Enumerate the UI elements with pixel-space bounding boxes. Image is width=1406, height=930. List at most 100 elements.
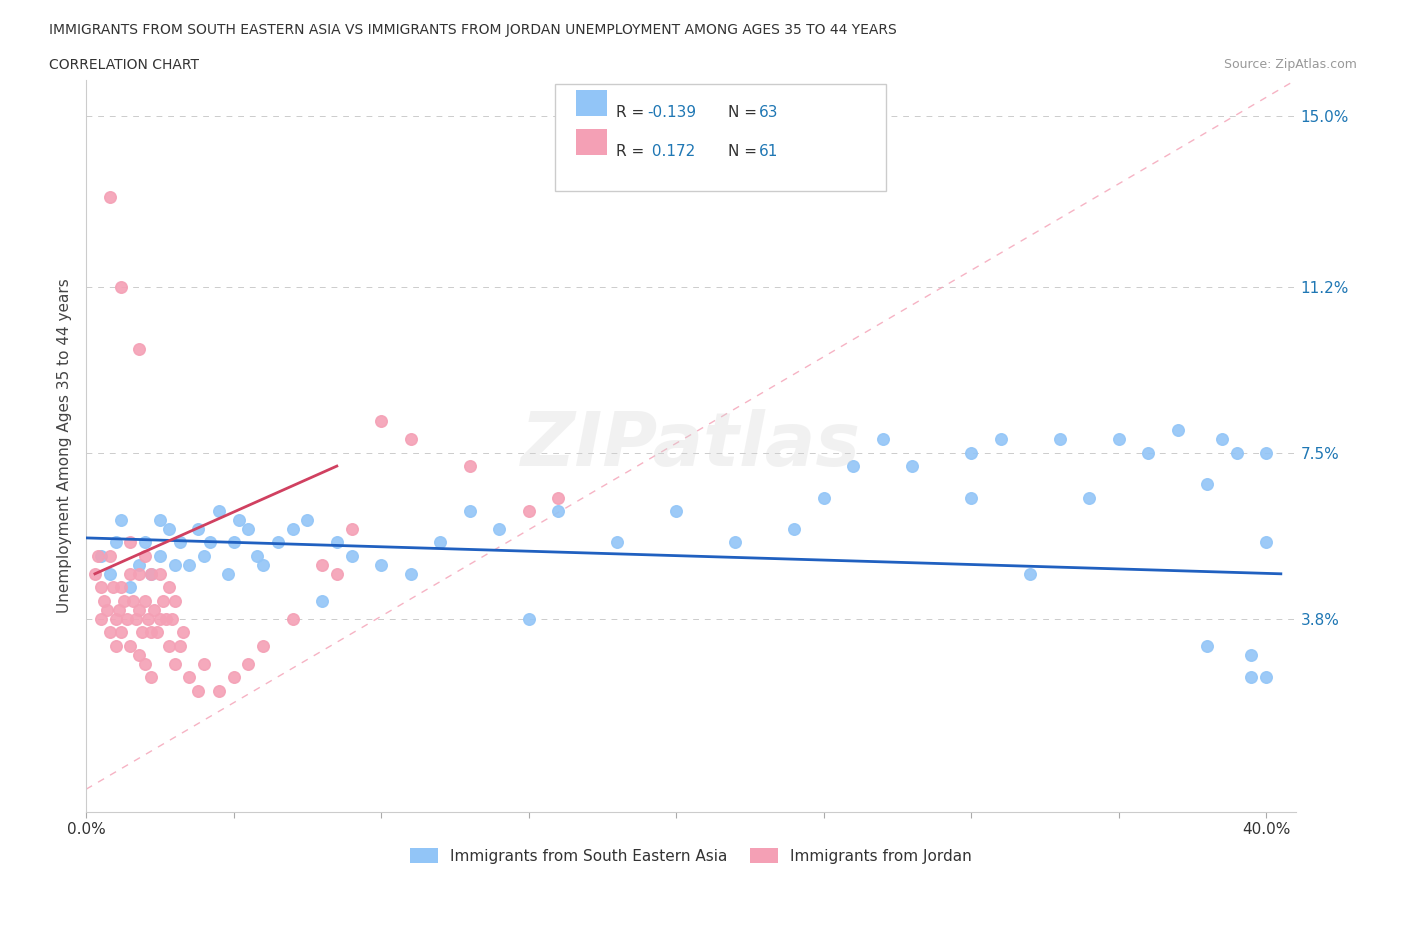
Point (98, 549, 121, 564)
Point (281, 611, 304, 626)
Point (169, 638, 191, 653)
Point (606, 535, 628, 550)
Point (990, 432, 1012, 446)
Point (238, 657, 260, 671)
Point (110, 625, 132, 640)
Point (370, 557, 392, 572)
Point (1197, 476, 1219, 491)
Point (724, 535, 747, 550)
Point (139, 625, 162, 640)
Point (134, 657, 156, 671)
Point (155, 611, 177, 626)
Point (98, 566, 121, 581)
Point (160, 611, 183, 626)
Text: N =: N = (728, 144, 762, 159)
Point (172, 625, 194, 640)
Point (1254, 445, 1277, 460)
Point (134, 535, 156, 550)
Point (960, 445, 983, 460)
Point (146, 625, 169, 640)
Point (311, 593, 333, 608)
Point (90, 611, 112, 626)
Point (134, 593, 156, 608)
Point (84, 566, 107, 581)
Point (547, 490, 569, 505)
Point (208, 683, 231, 698)
Point (134, 549, 156, 564)
Point (326, 535, 349, 550)
Point (517, 611, 540, 626)
Point (246, 549, 269, 564)
Point (169, 535, 191, 550)
Point (1197, 638, 1219, 653)
Point (128, 342, 150, 357)
Point (1078, 490, 1101, 505)
Point (783, 522, 806, 537)
Point (252, 638, 274, 653)
Point (370, 414, 392, 429)
Point (104, 611, 127, 626)
Point (125, 611, 148, 626)
Text: 0.172: 0.172 (647, 144, 695, 159)
Point (1019, 566, 1042, 581)
Point (458, 458, 481, 473)
Point (960, 490, 983, 505)
Point (87, 549, 110, 564)
Point (399, 432, 422, 446)
Point (187, 683, 209, 698)
Point (281, 522, 304, 537)
Point (163, 593, 186, 608)
Point (120, 535, 142, 550)
Point (128, 566, 150, 581)
Point (267, 535, 290, 550)
Point (93, 593, 115, 608)
Point (110, 579, 132, 594)
Point (120, 566, 142, 581)
Point (149, 566, 172, 581)
Point (107, 603, 129, 618)
Point (149, 549, 172, 564)
Point (157, 638, 180, 653)
Text: -0.139: -0.139 (647, 105, 696, 120)
Point (157, 579, 180, 594)
Text: R =: R = (616, 144, 650, 159)
Point (1226, 445, 1249, 460)
Point (139, 566, 162, 581)
Text: 63: 63 (759, 105, 779, 120)
Point (117, 611, 139, 626)
Point (131, 625, 153, 640)
Point (813, 490, 835, 505)
Point (179, 557, 201, 572)
Point (340, 522, 363, 537)
Point (120, 579, 142, 594)
Point (101, 579, 124, 594)
Point (112, 593, 135, 608)
Point (1211, 432, 1233, 446)
Point (1240, 647, 1263, 662)
Point (110, 512, 132, 527)
Point (429, 535, 451, 550)
Point (1108, 432, 1130, 446)
Point (139, 670, 162, 684)
Point (222, 535, 245, 550)
Text: R =: R = (616, 105, 650, 120)
Y-axis label: Unemployment Among Ages 35 to 44 years: Unemployment Among Ages 35 to 44 years (58, 278, 72, 613)
Point (120, 638, 142, 653)
Text: 61: 61 (759, 144, 779, 159)
Point (163, 657, 186, 671)
Point (98, 190, 121, 205)
Point (157, 522, 180, 537)
Point (142, 603, 165, 618)
Point (193, 549, 215, 564)
Text: IMMIGRANTS FROM SOUTH EASTERN ASIA VS IMMIGRANTS FROM JORDAN UNEMPLOYMENT AMONG : IMMIGRANTS FROM SOUTH EASTERN ASIA VS IM… (49, 23, 897, 37)
Text: Source: ZipAtlas.com: Source: ZipAtlas.com (1223, 58, 1357, 71)
Point (98, 625, 121, 640)
Point (90, 549, 112, 564)
Point (198, 535, 221, 550)
Point (163, 557, 186, 572)
Point (297, 512, 319, 527)
Point (872, 432, 894, 446)
Point (1137, 445, 1160, 460)
Point (179, 670, 201, 684)
Text: CORRELATION CHART: CORRELATION CHART (49, 58, 200, 72)
